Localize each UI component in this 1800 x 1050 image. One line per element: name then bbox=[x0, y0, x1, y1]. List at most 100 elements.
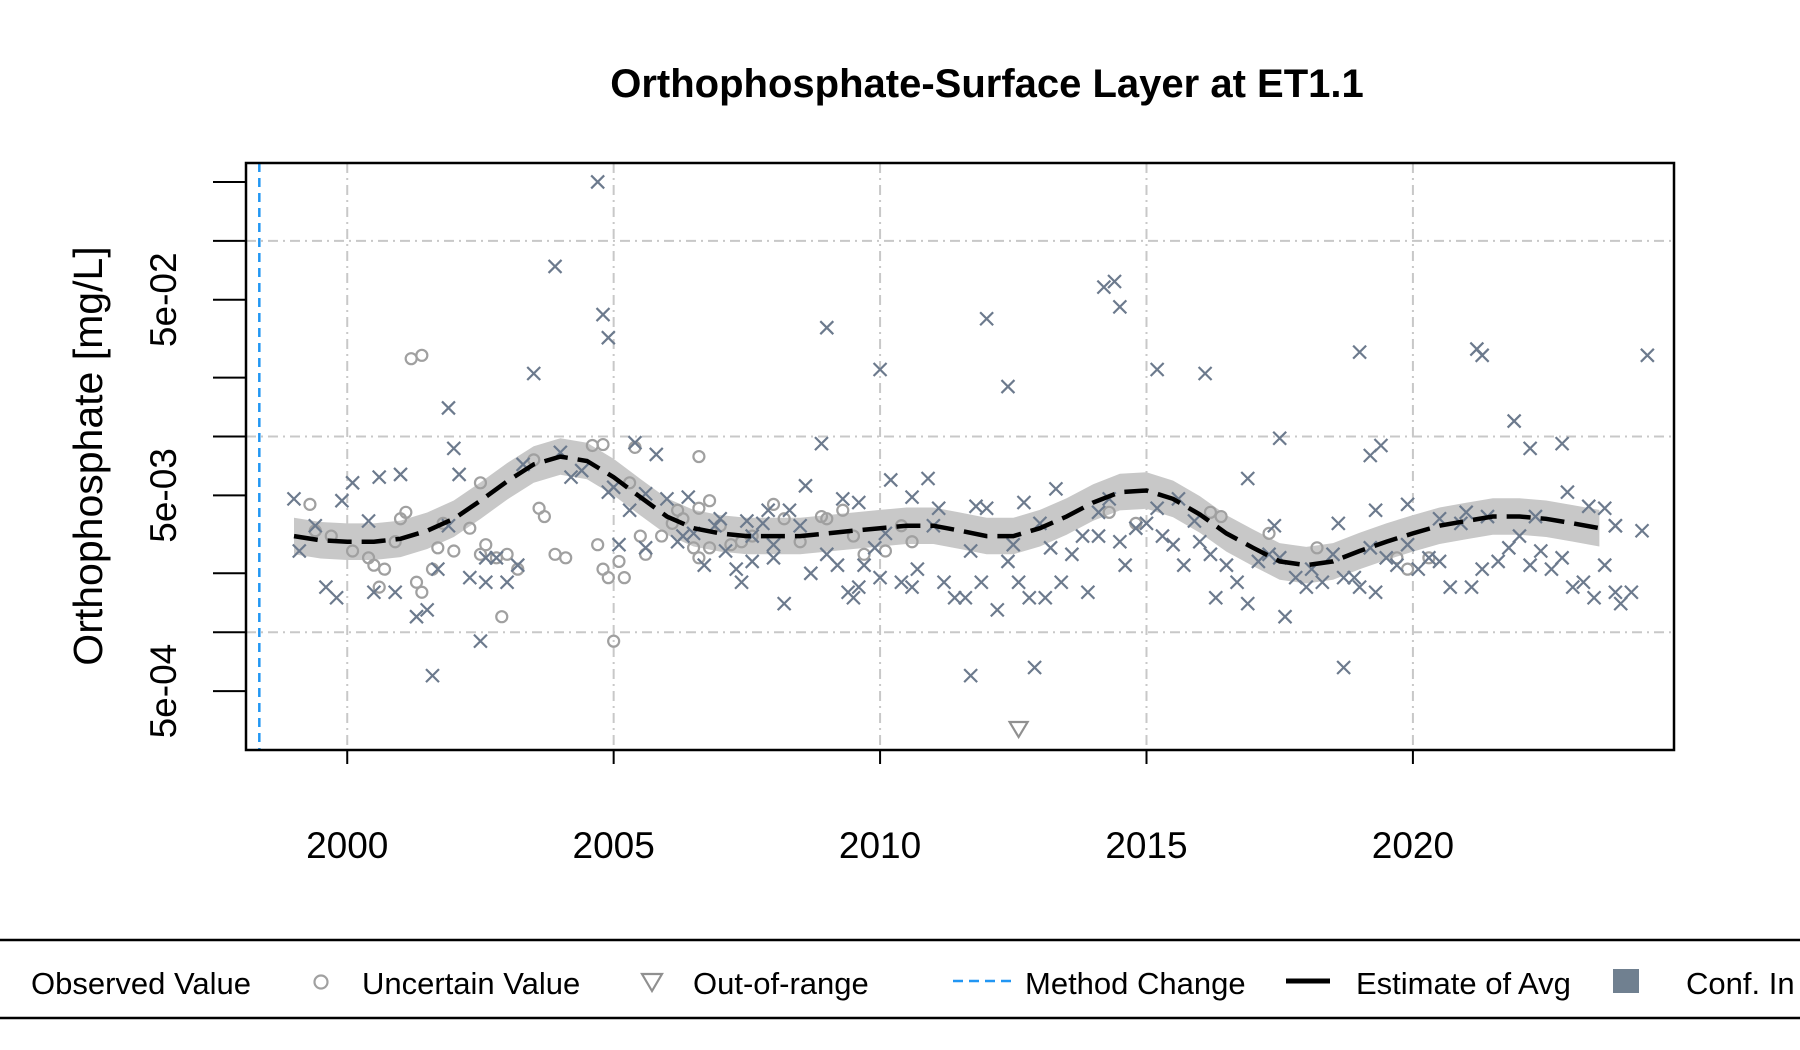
out-of-range-point bbox=[1007, 720, 1030, 740]
observed-point bbox=[1432, 554, 1447, 569]
uncertain-point bbox=[537, 509, 551, 524]
observed-point bbox=[755, 516, 771, 531]
observed-point bbox=[744, 554, 760, 569]
observed-point bbox=[409, 609, 424, 624]
observed-point bbox=[1560, 484, 1575, 500]
observed-point bbox=[1613, 596, 1628, 611]
observed-point bbox=[1634, 523, 1650, 539]
observed-point bbox=[1203, 547, 1218, 562]
observed-point bbox=[974, 574, 989, 590]
observed-point bbox=[1506, 413, 1522, 429]
uncertain-point bbox=[1214, 509, 1228, 524]
estimate-line bbox=[293, 454, 1600, 568]
uncertain-point bbox=[548, 547, 562, 561]
observed-point bbox=[990, 602, 1005, 618]
observed-point bbox=[1554, 436, 1570, 451]
observed-point bbox=[1128, 520, 1144, 536]
confidence-band-area bbox=[294, 438, 1600, 584]
observed-point bbox=[307, 518, 323, 534]
uncertain-point bbox=[814, 509, 829, 524]
uncertain-point bbox=[607, 634, 621, 648]
observed-point bbox=[867, 540, 883, 556]
observed-point bbox=[766, 550, 781, 566]
observed-point bbox=[1149, 500, 1165, 516]
observed-point bbox=[1522, 441, 1538, 456]
observed-point bbox=[611, 537, 627, 552]
uncertain-point bbox=[777, 512, 791, 526]
observed-point bbox=[1011, 574, 1026, 590]
observed-point bbox=[712, 511, 728, 527]
observed-point bbox=[371, 469, 387, 485]
observed-point bbox=[1016, 495, 1032, 510]
x-tick-label: 2005 bbox=[573, 825, 655, 866]
observed-point bbox=[510, 557, 526, 573]
observed-point bbox=[430, 561, 446, 577]
observed-point bbox=[1378, 550, 1394, 566]
observed-point bbox=[1149, 362, 1165, 377]
observed-point bbox=[963, 668, 978, 683]
uncertain-point bbox=[596, 437, 610, 452]
y-tick-label: 5e-03 bbox=[143, 448, 184, 543]
observed-point bbox=[601, 484, 616, 500]
observed-point bbox=[478, 550, 494, 566]
legend-label: Observed Value bbox=[31, 966, 251, 1001]
uncertain-point bbox=[372, 580, 386, 594]
observed-point bbox=[760, 502, 776, 518]
observed-point bbox=[1565, 579, 1581, 595]
uncertain-point bbox=[591, 538, 605, 552]
observed-point bbox=[1325, 547, 1341, 562]
observed-point bbox=[1064, 547, 1080, 562]
observed-point bbox=[1528, 509, 1543, 524]
observed-point bbox=[1197, 366, 1213, 381]
observed-point bbox=[910, 561, 925, 577]
observed-point bbox=[1352, 579, 1367, 595]
observed-point bbox=[1139, 516, 1154, 531]
observed-point bbox=[819, 320, 835, 335]
observed-point bbox=[1176, 557, 1192, 573]
observed-point bbox=[1352, 344, 1367, 360]
observed-point bbox=[1533, 543, 1549, 559]
observed-point bbox=[1075, 528, 1090, 544]
observed-point bbox=[1597, 500, 1613, 516]
observed-point bbox=[744, 528, 760, 544]
observed-point bbox=[718, 543, 733, 559]
chart-title: Orthophosphate-Surface Layer at ET1.1 bbox=[610, 62, 1364, 106]
observed-point bbox=[622, 502, 637, 518]
observed-point bbox=[526, 366, 542, 381]
uncertain-point bbox=[377, 562, 392, 576]
observed-point bbox=[936, 574, 952, 590]
observed-point bbox=[968, 499, 984, 514]
y-axis-label: Orthophosphate [mg/L] bbox=[65, 246, 111, 665]
observed-point bbox=[1624, 584, 1639, 600]
observed-point bbox=[1544, 561, 1559, 577]
observed-point bbox=[696, 557, 712, 573]
observed-point bbox=[1037, 590, 1053, 606]
observed-point bbox=[1442, 579, 1458, 595]
out-of-range-points bbox=[1007, 720, 1030, 740]
x-tick-label: 2020 bbox=[1372, 825, 1454, 866]
x-tick-label: 2010 bbox=[839, 825, 921, 866]
observed-point bbox=[979, 311, 994, 327]
observed-point bbox=[425, 668, 440, 683]
observed-point bbox=[766, 537, 781, 552]
observed-point bbox=[1277, 609, 1293, 624]
observed-point bbox=[803, 566, 819, 581]
observed-point bbox=[835, 491, 851, 507]
uncertain-point bbox=[836, 503, 850, 517]
observed-point bbox=[728, 561, 744, 577]
observed-point bbox=[499, 574, 515, 590]
observed-point bbox=[782, 502, 797, 518]
uncertain-points bbox=[303, 348, 1436, 648]
uncertain-point bbox=[479, 538, 493, 552]
observed-point bbox=[958, 590, 973, 606]
uncertain-point bbox=[399, 505, 413, 519]
observed-point bbox=[1389, 557, 1405, 573]
observed-point bbox=[872, 570, 888, 585]
uncertain-point bbox=[857, 547, 871, 561]
observed-point bbox=[1400, 497, 1415, 512]
observed-point bbox=[1080, 584, 1096, 600]
observed-point bbox=[894, 574, 909, 590]
observed-point bbox=[393, 467, 408, 482]
observed-point bbox=[1410, 561, 1426, 577]
observed-point bbox=[1171, 491, 1186, 507]
